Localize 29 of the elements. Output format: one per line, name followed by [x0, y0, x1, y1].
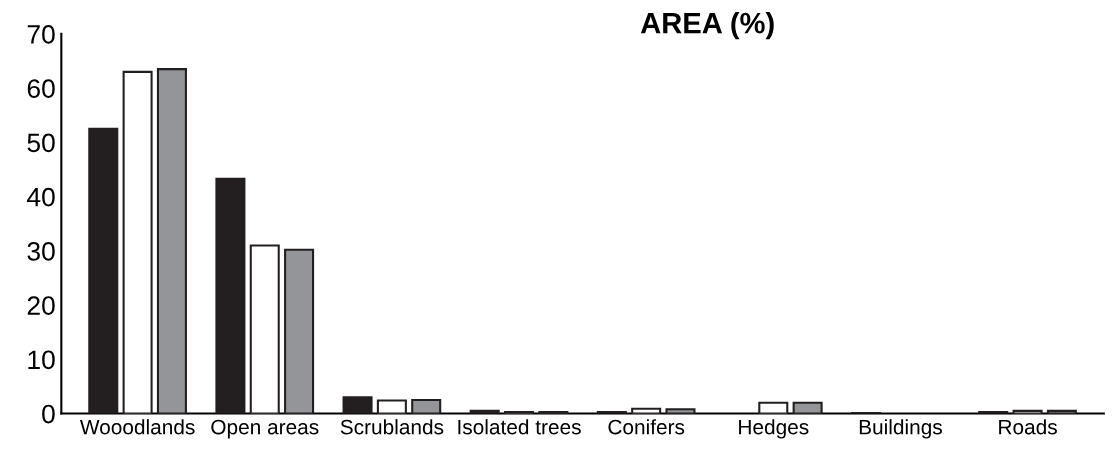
bar: [88, 127, 119, 414]
x-tick-label: Buildings: [859, 419, 942, 439]
bar: [376, 399, 407, 414]
y-tick-label: 40: [27, 187, 55, 207]
x-tick-label: Roads: [999, 419, 1057, 435]
x-tick-label: Scrublands: [340, 419, 444, 435]
bar: [758, 401, 789, 414]
y-tick-label: 10: [28, 350, 55, 370]
y-tick-label: 50: [27, 133, 55, 153]
bar: [249, 244, 280, 414]
bar: [342, 396, 373, 414]
x-tick-label: Wooodlands: [79, 419, 195, 435]
y-tick-label: 30: [27, 241, 55, 261]
y-tick-label: 70: [27, 25, 55, 44]
bar: [156, 68, 187, 414]
bar: [792, 401, 823, 414]
bar: [122, 70, 153, 414]
bar: [665, 408, 696, 414]
y-tick-label: 20: [27, 296, 55, 315]
y-tick-label: 60: [27, 79, 55, 98]
chart-title: AREA (%): [640, 12, 774, 40]
bar: [411, 398, 442, 414]
bar: [284, 248, 315, 414]
x-tick-label: Isolated trees: [458, 419, 581, 435]
x-tick-label: Open areas: [211, 419, 319, 439]
y-tick-label: 0: [42, 404, 55, 424]
x-tick-label: Hedges: [739, 419, 809, 439]
bar: [215, 177, 246, 414]
x-tick-label: Conifers: [608, 419, 685, 435]
